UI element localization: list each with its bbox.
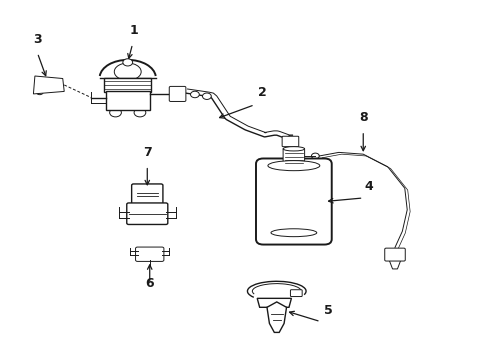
Bar — [45, 82, 57, 89]
FancyBboxPatch shape — [169, 86, 186, 102]
Polygon shape — [33, 76, 64, 94]
Text: 8: 8 — [359, 111, 368, 125]
Circle shape — [134, 108, 146, 117]
Polygon shape — [389, 260, 401, 269]
FancyBboxPatch shape — [283, 148, 305, 167]
Circle shape — [312, 153, 319, 159]
Circle shape — [191, 91, 199, 98]
FancyBboxPatch shape — [127, 203, 168, 225]
Circle shape — [202, 93, 211, 99]
Text: 6: 6 — [146, 278, 154, 291]
Ellipse shape — [283, 147, 305, 151]
Text: 7: 7 — [143, 146, 151, 159]
Text: 2: 2 — [258, 86, 267, 99]
Circle shape — [110, 108, 122, 117]
FancyBboxPatch shape — [291, 290, 302, 297]
FancyBboxPatch shape — [136, 247, 164, 261]
Bar — [104, 78, 151, 92]
Text: 4: 4 — [364, 180, 373, 193]
Circle shape — [36, 78, 43, 83]
FancyBboxPatch shape — [132, 184, 163, 207]
Text: 1: 1 — [129, 24, 138, 37]
FancyBboxPatch shape — [282, 136, 299, 147]
FancyBboxPatch shape — [256, 158, 332, 244]
Ellipse shape — [268, 161, 320, 171]
Polygon shape — [257, 298, 292, 307]
FancyBboxPatch shape — [385, 248, 405, 261]
Bar — [106, 91, 150, 110]
Ellipse shape — [271, 229, 317, 237]
Circle shape — [123, 59, 133, 66]
Circle shape — [36, 90, 43, 95]
Text: 5: 5 — [324, 304, 332, 318]
Circle shape — [145, 250, 155, 257]
Text: 3: 3 — [33, 33, 42, 46]
Polygon shape — [267, 302, 287, 332]
